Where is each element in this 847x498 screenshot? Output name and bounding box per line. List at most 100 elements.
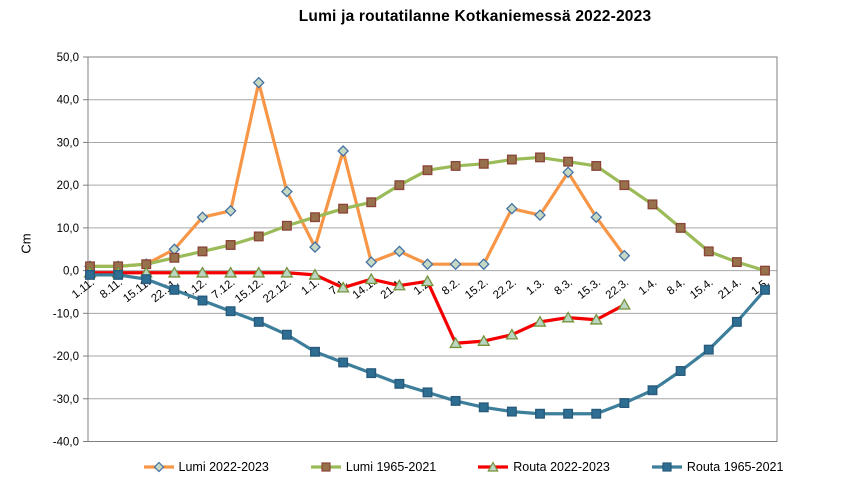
- marker-square: [450, 160, 461, 171]
- legend-marker-diamond-icon: [143, 461, 174, 473]
- marker-diamond: [449, 258, 462, 271]
- x-category-label: 1.3.: [524, 277, 547, 298]
- marker-diamond: [337, 145, 350, 157]
- marker-square: [619, 180, 630, 191]
- y-tick-label: -40,0: [53, 437, 79, 449]
- series-line-lumi-2022-2023: [88, 81, 626, 268]
- marker-square: [394, 378, 405, 389]
- marker-square: [197, 246, 208, 257]
- x-category-label: 22.12.: [261, 277, 294, 306]
- legend-label-lumi-1965-2021: Lumi 1965-2021: [345, 460, 437, 474]
- marker-triangle: [308, 268, 322, 280]
- marker-diamond: [280, 185, 293, 198]
- x-category-label: 15.4.: [688, 277, 716, 302]
- x-category-label: 15.2.: [463, 277, 491, 302]
- y-tick-label: 50,0: [57, 52, 79, 64]
- y-tick-label: -10,0: [53, 308, 79, 320]
- marker-diamond: [618, 249, 631, 262]
- marker-square: [731, 316, 742, 327]
- marker-triangle: [364, 272, 378, 285]
- plot-border: [87, 56, 778, 442]
- marker-diamond: [421, 258, 434, 271]
- marker-square: [760, 265, 770, 276]
- chart-title: Lumi ja routatilanne Kotkaniemessä 2022-…: [298, 8, 652, 25]
- legend-label-lumi-2022-2023: Lumi 2022-2023: [178, 460, 269, 474]
- marker-square: [366, 368, 377, 379]
- marker-triangle: [252, 266, 266, 278]
- marker-square: [281, 329, 292, 340]
- marker-triangle: [336, 281, 350, 293]
- legend: Lumi 2022-2023 Lumi 1965-2021 Routa 2022-2…: [88, 455, 837, 479]
- marker-square: [225, 306, 236, 317]
- marker-diamond: [534, 209, 546, 221]
- marker-square: [563, 156, 574, 167]
- x-category-label: 8.2.: [440, 277, 463, 298]
- x-category-label: 1.11.: [70, 277, 97, 302]
- marker-square: [310, 346, 320, 357]
- x-category-label: 22.3.: [604, 277, 632, 302]
- marker-triangle: [392, 279, 406, 291]
- y-tick-label: 0,0: [63, 266, 79, 278]
- legend-item-lumi-1965-2021: Lumi 1965-2021: [309, 460, 436, 474]
- marker-square: [675, 366, 686, 376]
- marker-triangle: [449, 336, 463, 349]
- marker-square: [169, 284, 180, 295]
- marker-diamond: [309, 241, 321, 254]
- marker-square: [591, 408, 602, 419]
- marker-square: [310, 212, 320, 223]
- marker-square: [506, 154, 517, 165]
- marker-square: [366, 197, 377, 208]
- marker-triangle: [167, 266, 181, 278]
- y-tick-label: -20,0: [53, 351, 79, 363]
- x-category-label: 22.2.: [491, 277, 519, 302]
- marker-square: [563, 408, 574, 419]
- marker-square: [422, 387, 433, 398]
- marker-diamond: [590, 211, 603, 224]
- y-tick-label: 20,0: [57, 180, 79, 192]
- marker-square: [113, 269, 124, 280]
- marker-square: [675, 222, 686, 233]
- marker-square: [281, 220, 292, 231]
- x-category-label: 15.3.: [576, 277, 604, 302]
- y-tick-label: 30,0: [57, 137, 79, 149]
- marker-triangle: [533, 315, 547, 327]
- x-category-label: 8.11.: [98, 277, 125, 302]
- y-tick-label: 10,0: [57, 223, 79, 235]
- marker-triangle: [505, 328, 519, 340]
- marker-triangle: [477, 334, 491, 346]
- marker-square: [450, 395, 461, 406]
- marker-triangle: [561, 311, 575, 323]
- marker-square: [197, 295, 208, 306]
- marker-square: [141, 274, 152, 285]
- marker-square: [478, 402, 489, 413]
- legend-marker-triangle-icon: [478, 461, 509, 472]
- marker-square: [506, 406, 517, 417]
- marker-triangle: [589, 313, 603, 325]
- marker-square: [731, 257, 742, 268]
- marker-square: [478, 158, 489, 169]
- marker-square: [535, 408, 545, 419]
- marker-square: [253, 316, 264, 327]
- x-category-label: 8.4.: [665, 277, 688, 298]
- marker-triangle: [617, 298, 631, 310]
- marker-square: [422, 165, 433, 176]
- legend-label-routa-1965-2021: Routa 1965-2021: [686, 460, 784, 474]
- marker-triangle: [195, 266, 210, 278]
- legend-marker-square-icon: [651, 462, 682, 472]
- marker-square: [225, 240, 236, 250]
- legend-item-routa-2022-2023: Routa 2022-2023: [476, 460, 610, 474]
- marker-square: [535, 152, 545, 163]
- marker-square: [647, 385, 658, 396]
- marker-diamond: [252, 76, 265, 89]
- y-tick-label: -30,0: [53, 394, 79, 406]
- plot-area: 50,0 40,0 30,0 20,0 10,0 0,0 -10,0 -20,0 -30,0 -4…: [53, 52, 778, 449]
- marker-square: [647, 199, 658, 210]
- marker-square: [619, 398, 630, 409]
- marker-square: [253, 231, 264, 242]
- marker-diamond: [477, 258, 490, 271]
- marker-square: [394, 180, 405, 191]
- legend-label-routa-2022-2023: Routa 2022-2023: [513, 460, 610, 474]
- x-category-label: 21.4.: [716, 277, 744, 302]
- marker-diamond: [505, 202, 518, 215]
